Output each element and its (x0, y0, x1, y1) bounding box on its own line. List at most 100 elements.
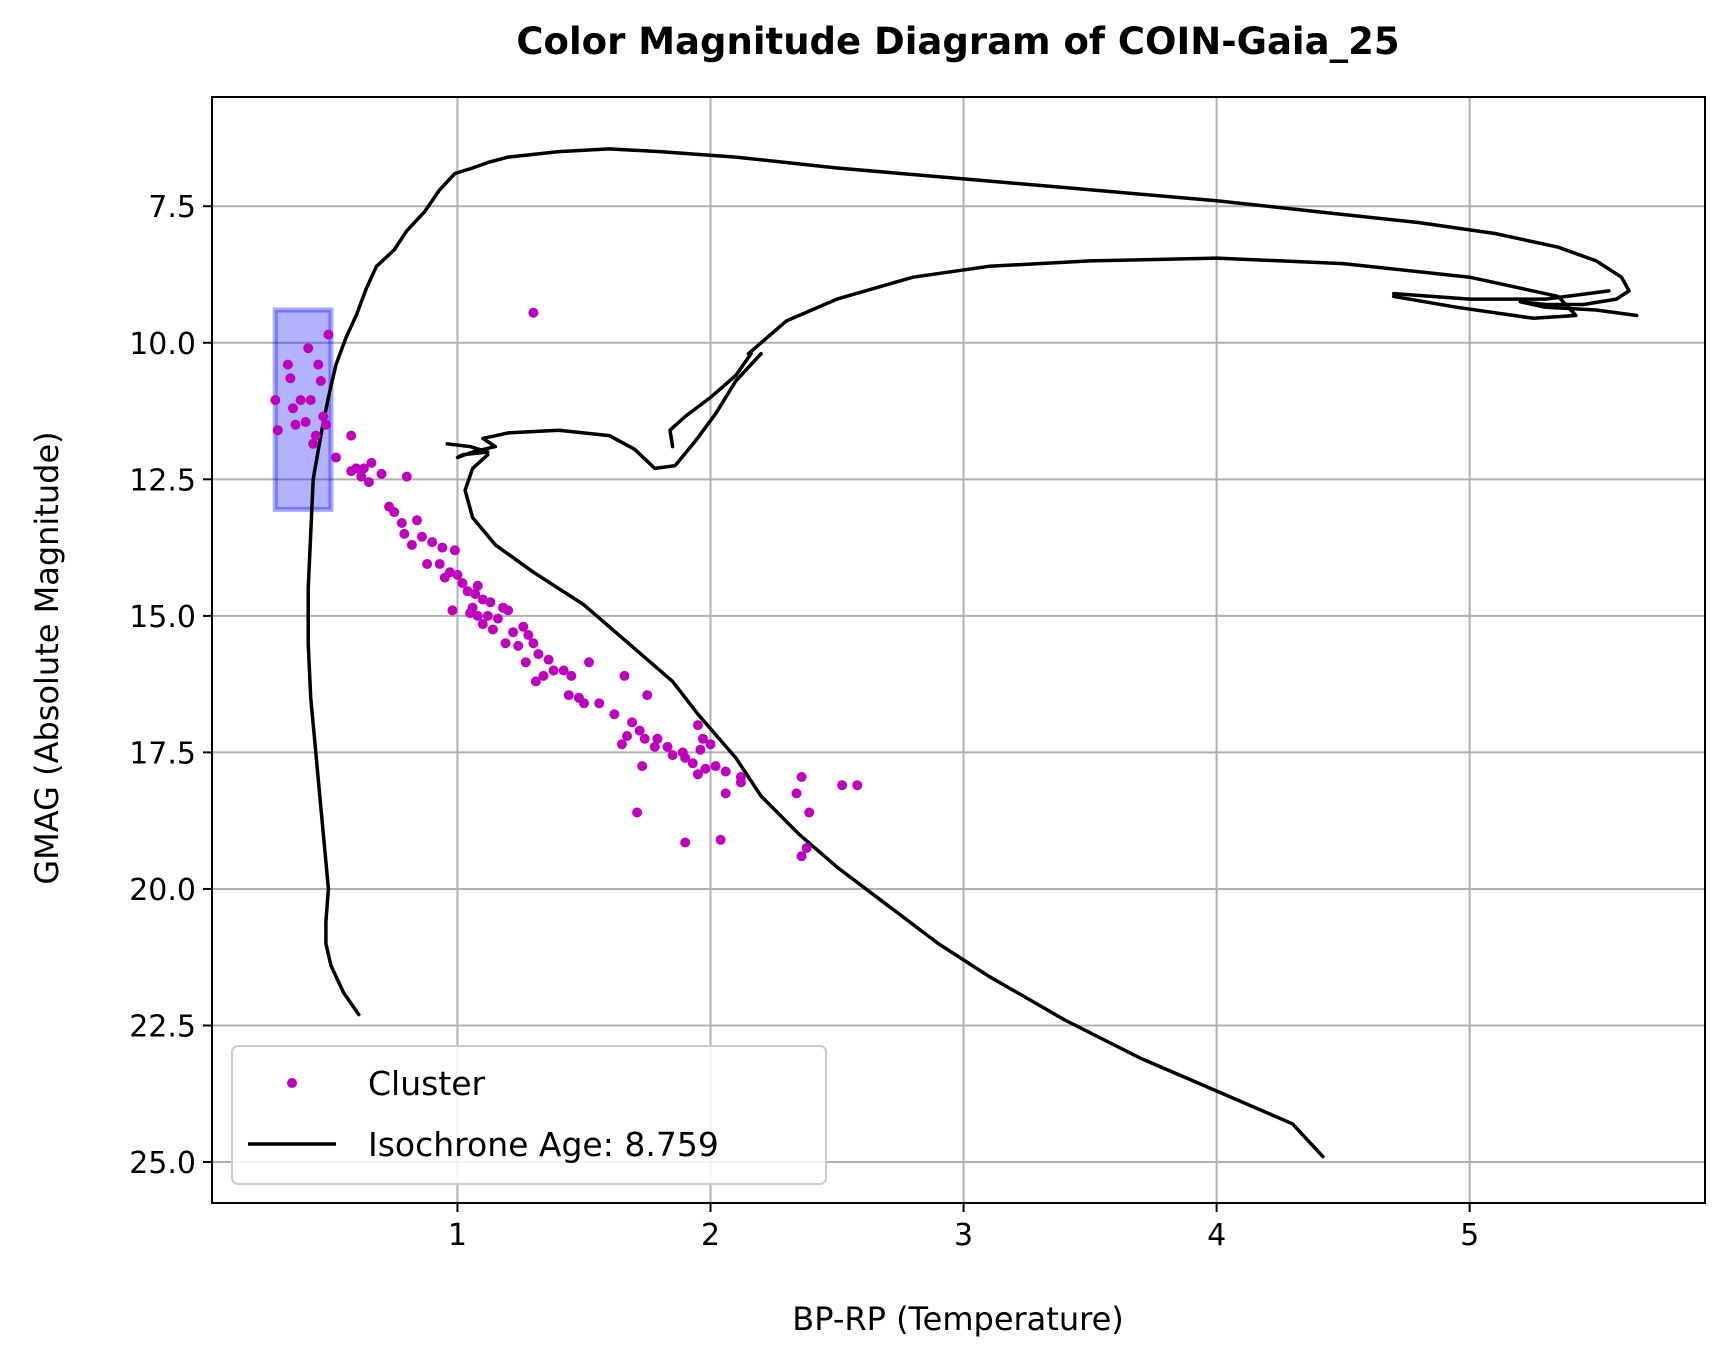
isochrone-line (746, 256, 1578, 356)
legend-label-isochrone: Isochrone Age: 8.759 (368, 1125, 719, 1164)
cluster-point (427, 537, 438, 548)
cluster-point (528, 307, 539, 318)
cluster-point (801, 843, 812, 853)
cluster-point (422, 559, 433, 569)
cluster-point (523, 630, 534, 640)
cluster-point (804, 807, 815, 818)
cluster-point (627, 717, 638, 728)
cluster-point (632, 807, 643, 818)
cluster-point (619, 670, 630, 681)
cluster-point (791, 788, 802, 799)
cluster-point (594, 698, 605, 709)
cluster-point (434, 559, 445, 569)
cluster-point (318, 411, 329, 422)
cluster-point (508, 627, 519, 638)
cluster-point (837, 780, 848, 791)
cluster-point (470, 589, 481, 599)
cluster-point (487, 624, 498, 635)
y-tick-label: 7.5 (148, 190, 196, 225)
cluster-point (331, 452, 341, 463)
cluster-point (295, 395, 306, 406)
cluster-point (637, 761, 648, 772)
cluster-point (485, 597, 496, 608)
cluster-point (462, 586, 473, 597)
cluster-point (310, 430, 321, 441)
cluster-point (300, 417, 311, 427)
cluster-point (303, 343, 314, 354)
cluster-point (285, 373, 296, 384)
isochrone-layer (306, 147, 1639, 1159)
cluster-point (720, 788, 731, 799)
cluster-point (447, 605, 458, 616)
y-tick-label: 25.0 (129, 1146, 196, 1181)
cluster-point (503, 605, 514, 616)
cluster-point (566, 670, 577, 681)
cluster-point (697, 733, 708, 744)
cluster-point (530, 676, 541, 687)
cluster-point (662, 741, 673, 752)
cluster-point (417, 531, 427, 542)
isochrone-line (463, 452, 1325, 1159)
cluster-point (609, 709, 620, 720)
cluster-point (356, 471, 367, 482)
cluster-point (622, 731, 632, 741)
axis-ticks: 1 2 3 4 5 7.5 10.0 12.5 15.0 17.5 20.0 22.5 25.0 (129, 190, 1479, 1253)
cluster-point (412, 515, 422, 526)
cluster-point (692, 720, 703, 731)
highlight-layer (272, 307, 334, 512)
cluster-point (376, 468, 387, 479)
plot-frame (211, 96, 1706, 1204)
cluster-point (366, 457, 377, 468)
legend-box (231, 1045, 827, 1185)
cluster-point (452, 569, 463, 580)
cluster-point (538, 670, 549, 681)
cluster-point (680, 752, 691, 763)
isochrone-line (445, 351, 763, 471)
cluster-point (389, 507, 400, 518)
cluster-point (477, 594, 488, 605)
x-tick-label: 1 (448, 1218, 467, 1253)
cluster-point (543, 654, 554, 665)
cluster-point (796, 772, 807, 782)
cluster-point (616, 739, 627, 750)
grid-lines (212, 97, 1705, 1203)
cluster-point (465, 608, 476, 619)
cluster-point (579, 698, 589, 709)
cluster-point (700, 763, 711, 774)
cluster-point (558, 665, 569, 676)
cluster-points-layer (270, 307, 863, 862)
cluster-point (363, 477, 374, 488)
y-tick-label: 17.5 (129, 736, 196, 771)
cluster-point (852, 780, 863, 791)
legend: Cluster Isochrone Age: 8.759 (231, 1045, 827, 1185)
cluster-point (735, 777, 746, 788)
y-tick-label: 22.5 (129, 1009, 196, 1044)
cluster-point (282, 359, 293, 370)
cluster-point (584, 657, 594, 668)
cluster-point (563, 690, 574, 701)
cluster-point (288, 403, 298, 414)
cluster-point (457, 578, 468, 589)
cluster-point (320, 419, 331, 430)
cluster-point (533, 649, 544, 660)
cluster-point (692, 769, 703, 780)
cluster-point (472, 610, 483, 621)
cluster-point (695, 744, 706, 755)
cluster-point (439, 572, 450, 583)
y-tick-label: 10.0 (129, 327, 196, 362)
cluster-point (323, 329, 334, 340)
cluster-point (796, 851, 807, 862)
cluster-point (270, 395, 281, 406)
x-tick-label: 2 (701, 1218, 720, 1253)
isochrone-line (306, 147, 1639, 1017)
cluster-point (396, 518, 407, 528)
y-tick-label: 12.5 (129, 463, 196, 498)
cluster-point (667, 750, 678, 761)
cluster-point (500, 638, 511, 649)
cluster-point (315, 376, 326, 386)
cluster-point (290, 419, 301, 430)
cluster-point (518, 621, 529, 632)
cluster-point (399, 528, 410, 539)
cluster-point (715, 834, 726, 845)
